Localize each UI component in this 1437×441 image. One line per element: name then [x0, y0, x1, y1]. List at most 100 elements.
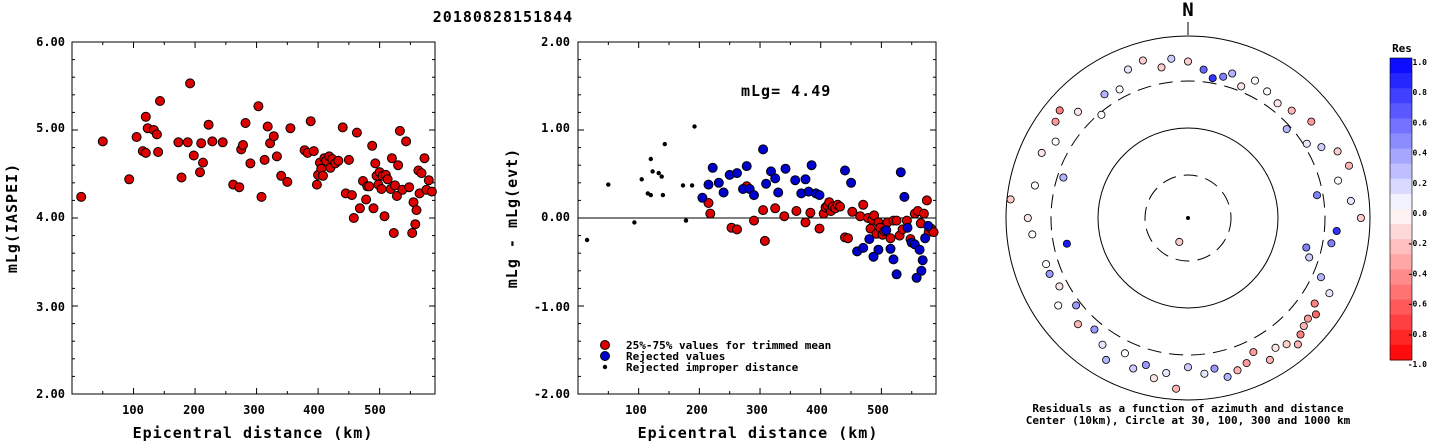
left-trimmed-point — [351, 127, 362, 138]
left-trimmed-point — [153, 147, 164, 157]
mid-rejected-point — [770, 173, 781, 184]
mid-ytick-4: -2.00 — [534, 387, 570, 401]
mid-xlabel: Epicentral distance (km) — [638, 424, 879, 441]
colorbar-cell — [1390, 224, 1412, 240]
mid-trimmed-point — [921, 195, 932, 206]
colorbar-cell — [1390, 88, 1412, 104]
left-trimmed-point — [253, 101, 264, 112]
colorbar: Res 1.0 0.8 0.6 0.4 0.2 0.0 -0.2 -0.4 -0.6 -0.8 -1… — [1389, 42, 1428, 369]
left-ytick-4: 2.00 — [36, 387, 65, 401]
mid-rejected-point — [732, 168, 742, 179]
mid-trimmed-point — [800, 217, 811, 228]
left-trimmed-point — [140, 147, 151, 158]
left-trimmed-point — [196, 138, 207, 149]
mid-improper-point — [692, 124, 697, 129]
mid-plot: 2.00 1.00 0.00 -1.00 -2.00 100 200 300 4… — [503, 35, 939, 441]
left-trimmed-point — [207, 136, 218, 147]
left-trimmed-point — [376, 184, 387, 194]
polar-residual-point — [1325, 289, 1334, 298]
left-ytick-0: 6.00 — [36, 35, 65, 49]
polar-residual-point — [1100, 90, 1109, 99]
mid-rejected-point — [899, 191, 910, 202]
mid-xtick-0: 100 — [625, 403, 647, 417]
polar-residual-point — [1115, 85, 1124, 94]
colorbar-cell — [1390, 209, 1412, 225]
left-trimmed-point — [282, 176, 293, 187]
mid-rejected-point — [806, 160, 817, 171]
left-trimmed-point — [386, 153, 397, 164]
polar-residual-point — [1055, 106, 1064, 115]
polar-caption-line2: Center (10km), Circle at 30, 100, 300 an… — [1026, 414, 1351, 427]
polar-residual-point — [1223, 372, 1232, 381]
colorbar-cell — [1390, 284, 1412, 301]
left-xlabel: Epicentral distance (km) — [133, 424, 374, 441]
left-trimmed-point — [131, 132, 142, 142]
mid-rejected-point — [917, 255, 928, 266]
mid-rejected-point — [911, 272, 922, 283]
left-trimmed-point — [97, 136, 108, 147]
left-trimmed-point — [333, 155, 344, 166]
polar-center — [1186, 216, 1190, 220]
colorbar-label: 0.4 — [1413, 149, 1428, 158]
left-trimmed-point — [188, 150, 199, 161]
left-trimmed-point — [198, 157, 208, 168]
mid-trimmed-point — [814, 223, 825, 234]
left-trimmed-point — [238, 140, 248, 150]
mid-ytick-2: 0.00 — [541, 210, 570, 224]
polar-residual-point — [1138, 56, 1147, 65]
polar-residual-point — [1023, 213, 1032, 222]
left-trimmed-point — [173, 137, 184, 148]
left-trimmed-point — [364, 181, 375, 192]
polar-residual-point — [1200, 369, 1209, 378]
left-plot: 6.00 5.00 4.00 3.00 2.00 100 200 300 400… — [3, 35, 437, 441]
legend-label-rejected: Rejected values — [626, 350, 725, 363]
mid-improper-point — [584, 237, 590, 243]
mid-improper-point — [648, 156, 653, 162]
mid-improper-point — [639, 177, 644, 182]
mid-rejected-point — [800, 174, 811, 185]
mid-legend: 25%-75% values for trimmed mean Rejected… — [600, 339, 831, 374]
colorbar-cell — [1390, 269, 1412, 285]
polar-outer-circle — [1005, 35, 1371, 401]
colorbar-cell — [1390, 344, 1412, 361]
polar-residual-point — [1334, 176, 1343, 185]
polar-residual-point — [1184, 363, 1193, 372]
colorbar-cell — [1390, 133, 1412, 150]
polar-residual-point — [1302, 243, 1311, 252]
left-trimmed-point — [285, 123, 296, 134]
mid-improper-point — [680, 183, 686, 188]
left-trimmed-point — [354, 203, 365, 214]
mid-plot-ticks — [578, 42, 936, 394]
mid-improper-point — [648, 192, 653, 198]
colorbar-label: -0.2 — [1408, 239, 1427, 248]
left-ytick-1: 5.00 — [36, 121, 65, 135]
left-trimmed-point — [203, 119, 214, 130]
legend-label-trimmed: 25%-75% values for trimmed mean — [626, 339, 831, 352]
left-trimmed-point — [393, 160, 404, 171]
polar-residual-point — [1129, 364, 1138, 373]
colorbar-label: 0.2 — [1413, 179, 1428, 188]
mid-rejected-point — [780, 163, 791, 174]
polar-residual-point — [1265, 355, 1274, 364]
mid-xtick-4: 500 — [867, 403, 889, 417]
colorbar-label: 0.0 — [1413, 209, 1428, 218]
polar-residual-point — [1313, 191, 1322, 200]
left-trimmed-point — [305, 116, 316, 127]
colorbar-cell — [1390, 193, 1412, 210]
left-trimmed-point — [256, 191, 267, 202]
left-trimmed-point — [259, 154, 270, 165]
polar-residual-point — [1311, 310, 1320, 319]
mid-trimmed-point — [843, 233, 853, 244]
polar-residual-point — [1175, 237, 1184, 246]
left-trimmed-point — [217, 137, 228, 148]
colorbar-cell — [1390, 118, 1412, 134]
legend-marker-improper — [602, 364, 608, 370]
mid-trimmed-point — [891, 215, 902, 226]
left-trimmed-point — [416, 168, 427, 179]
polar-residual-point — [1072, 301, 1081, 310]
mid-plot-points — [584, 124, 939, 283]
polar-residual-point — [1030, 181, 1039, 190]
mid-rejected-point — [888, 254, 899, 265]
mid-rejected-point — [758, 144, 769, 155]
polar-residual-point — [1233, 366, 1242, 375]
